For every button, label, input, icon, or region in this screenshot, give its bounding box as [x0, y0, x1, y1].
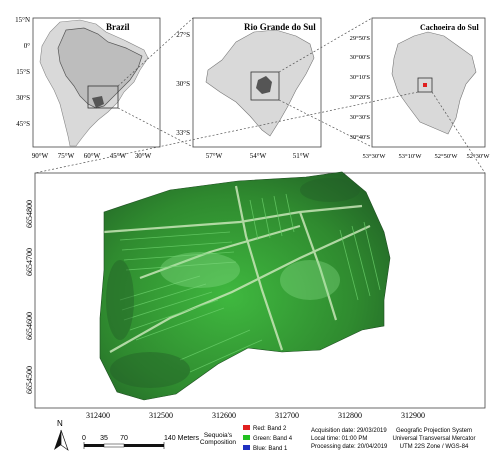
lon-tick: 54°W: [250, 152, 267, 160]
brazil-inset: Brazil 15°N 0° 15°S 30°S 45°S 90°W 75°W …: [15, 16, 161, 160]
lon-tick: 60°W: [84, 152, 101, 160]
lat-tick: 30°40'S: [350, 134, 371, 141]
lat-tick: 30°10'S: [350, 74, 371, 81]
north-arrow-icon: N: [54, 419, 69, 451]
lon-tick: 90°W: [32, 152, 49, 160]
rs-inset: Rio Grande do Sul 27°S 30°S 33°S 57°W 54…: [176, 17, 322, 160]
lat-tick: 27°S: [176, 31, 190, 39]
lat-tick: 15°S: [16, 68, 30, 76]
processing-date: Processing date: 20/04/2019: [311, 444, 388, 450]
easting-tick: 312400: [86, 411, 110, 420]
lon-tick: 51°W: [293, 152, 310, 160]
northing-tick: 6654700: [25, 248, 34, 276]
lon-tick: 52°50'W: [435, 153, 459, 160]
rs-locator-box: [250, 71, 280, 101]
projection-line: Geografic Projection System: [396, 428, 472, 434]
connector-lines-1: [117, 17, 194, 148]
scale-tick: 70: [120, 435, 128, 442]
band-label: Blue: Band 1: [253, 446, 288, 452]
lat-tick: 30°30'S: [350, 114, 371, 121]
lat-tick: 0°: [24, 42, 31, 50]
easting-tick: 312700: [275, 411, 299, 420]
north-label: N: [57, 419, 63, 428]
projection-line: Universal Transversal Mercator: [392, 436, 475, 442]
brazil-shape: [57, 27, 143, 109]
cachoeira-marker: [256, 76, 272, 94]
band-swatch: [243, 435, 250, 440]
composite-label: Composition: [200, 439, 237, 446]
local-time: Local time: 01:00 PM: [311, 436, 367, 442]
easting-axis: 312400 312500 312600 312700 312800 31290…: [86, 411, 425, 420]
connector-lines-2: [278, 17, 373, 148]
northing-tick: 6654500: [25, 366, 34, 394]
lat-tick: 15°N: [15, 16, 30, 24]
lat-tick: 30°20'S: [350, 94, 371, 101]
lat-tick: 45°S: [16, 120, 30, 128]
easting-tick: 312500: [149, 411, 173, 420]
northing-axis: 6654800 6654700 6654600 6654500: [25, 200, 34, 394]
cachoeira-inset: Cachoeira do Sul 29°50'S 30°00'S 30°10'S…: [350, 17, 491, 160]
easting-tick: 312800: [338, 411, 362, 420]
lon-tick: 30°W: [135, 152, 152, 160]
lon-tick: 57°W: [206, 152, 223, 160]
lon-tick: 53°10'W: [399, 153, 423, 160]
lon-tick: 45°W: [110, 152, 127, 160]
band-swatch: [243, 445, 250, 450]
cachoeira-shape: [391, 31, 477, 135]
band-swatch: [243, 425, 250, 430]
band-label: Green: Band 4: [253, 436, 293, 442]
lat-tick: 30°00'S: [350, 54, 371, 61]
easting-tick: 312900: [401, 411, 425, 420]
acquisition-date: Acquisition date: 29/03/2019: [311, 428, 387, 434]
rs-marker: [92, 96, 104, 108]
brazil-title: Brazil: [106, 22, 130, 32]
lon-tick: 75°W: [58, 152, 75, 160]
lat-tick: 30°S: [16, 94, 30, 102]
lat-tick: 29°50'S: [350, 35, 371, 42]
lat-tick: 33°S: [176, 129, 190, 137]
lon-tick: 53°30'W: [363, 153, 387, 160]
main-map: 6654800 6654700 6654600 6654500 312400 3…: [25, 171, 486, 420]
scale-tick: 0: [82, 435, 86, 442]
northing-tick: 6654800: [25, 200, 34, 228]
northing-tick: 6654600: [25, 312, 34, 340]
lat-tick: 30°S: [176, 80, 190, 88]
scale-bar: 0 35 70 140 Meters: [82, 435, 200, 449]
scale-tick: 35: [100, 435, 108, 442]
projection-line: UTM 22S Zone / WGS-84: [400, 444, 469, 450]
study-area-box: [417, 77, 433, 93]
composite-label: Sequoia's: [204, 432, 233, 439]
legend: N 0 35 70 140 Meters Sequoia's Compositi…: [54, 419, 476, 452]
scale-tick: 140 Meters: [164, 435, 200, 442]
lon-tick: 52°30'W: [467, 153, 491, 160]
rs-title: Rio Grande do Sul: [244, 22, 316, 32]
connector-lines-3: [34, 91, 486, 174]
cachoeira-title: Cachoeira do Sul: [420, 23, 479, 32]
easting-tick: 312600: [212, 411, 236, 420]
study-area-marker: [423, 83, 427, 87]
band-label: Red: Band 2: [253, 426, 287, 432]
brazil-locator-box: [87, 85, 119, 109]
